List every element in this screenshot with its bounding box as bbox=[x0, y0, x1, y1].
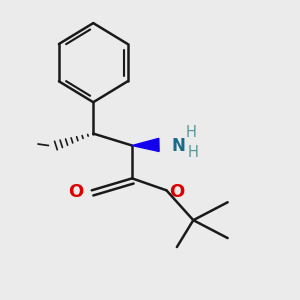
Text: H: H bbox=[187, 146, 198, 160]
Text: N: N bbox=[172, 137, 186, 155]
Text: O: O bbox=[169, 182, 184, 200]
Polygon shape bbox=[132, 138, 159, 152]
Text: O: O bbox=[69, 183, 84, 201]
Text: H: H bbox=[186, 125, 197, 140]
